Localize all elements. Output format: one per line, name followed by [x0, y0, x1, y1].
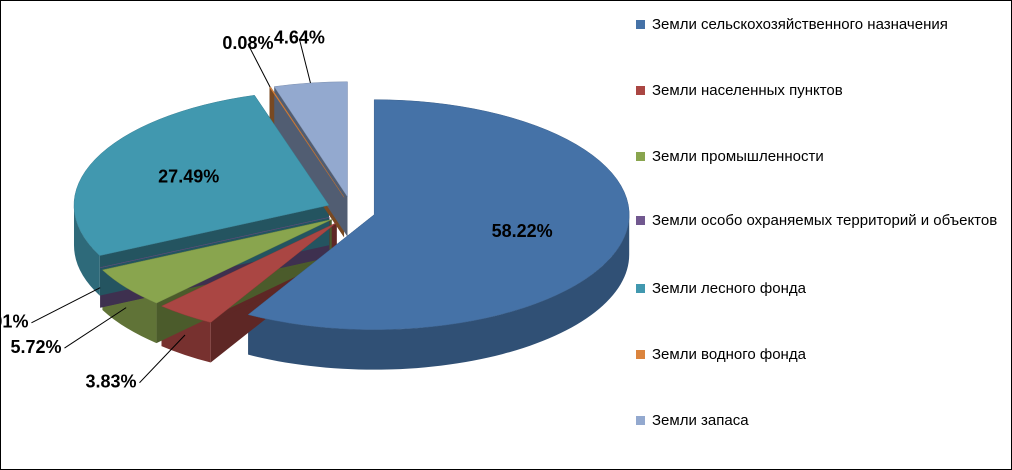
- leader-line: [139, 334, 186, 384]
- legend-item: Земли запаса: [636, 409, 1011, 432]
- legend-swatch: [636, 216, 645, 225]
- legend-swatch: [636, 284, 645, 293]
- legend-swatch: [636, 152, 645, 161]
- leader-line: [31, 287, 101, 324]
- legend-label: Земли запаса: [652, 412, 749, 429]
- legend-item: Земли промышленности: [636, 145, 1011, 168]
- slice-cut-wall: [274, 86, 348, 237]
- legend-label: Земли населенных пунктов: [652, 82, 843, 99]
- data-label: 5.72%: [10, 337, 61, 357]
- legend-swatch: [636, 416, 645, 425]
- data-label: 4.64%: [274, 28, 325, 48]
- legend-item: Земли водного фонда: [636, 343, 1011, 366]
- pie-slice: [247, 99, 630, 330]
- leader-line: [298, 38, 311, 84]
- slice-outer-wall: [73, 205, 100, 296]
- pie-slice: [99, 217, 330, 268]
- legend-swatch: [636, 86, 645, 95]
- data-labels: 58.22% 3.83% 5.72% 0.01% 27.49% 0.08%4.64%: [1, 28, 553, 392]
- leader-line: [64, 307, 127, 349]
- legend-label: Земли особо охраняемых территорий и объе…: [652, 212, 998, 229]
- data-label: 3.83%: [85, 371, 136, 391]
- pie-slice: [160, 222, 337, 323]
- legend-label: Земли промышленности: [652, 148, 824, 165]
- legend-item: Земли лесного фонда: [636, 277, 1011, 300]
- legend-swatch: [636, 350, 645, 359]
- data-label: 0.08%: [222, 33, 273, 53]
- legend-swatch: [636, 20, 645, 29]
- slice-tops: [73, 81, 630, 330]
- slice-outer-wall: [248, 214, 630, 370]
- data-label: 58.22%: [492, 221, 553, 241]
- data-label: 0.01%: [1, 312, 28, 332]
- legend-item: Земли особо охраняемых территорий и объе…: [636, 209, 1011, 232]
- leader-line: [247, 43, 271, 88]
- legend-label: Земли лесного фонда: [652, 280, 806, 297]
- legend-item: Земли населенных пунктов: [636, 79, 1011, 102]
- data-label: 27.49%: [158, 166, 219, 186]
- legend-label: Земли сельскохозяйственного назначения: [652, 16, 948, 33]
- pie-slice: [73, 95, 330, 256]
- pie-slice: [101, 219, 332, 304]
- legend-item: Земли сельскохозяйственного назначения: [636, 13, 1011, 36]
- legend-label: Земли водного фонда: [652, 346, 806, 363]
